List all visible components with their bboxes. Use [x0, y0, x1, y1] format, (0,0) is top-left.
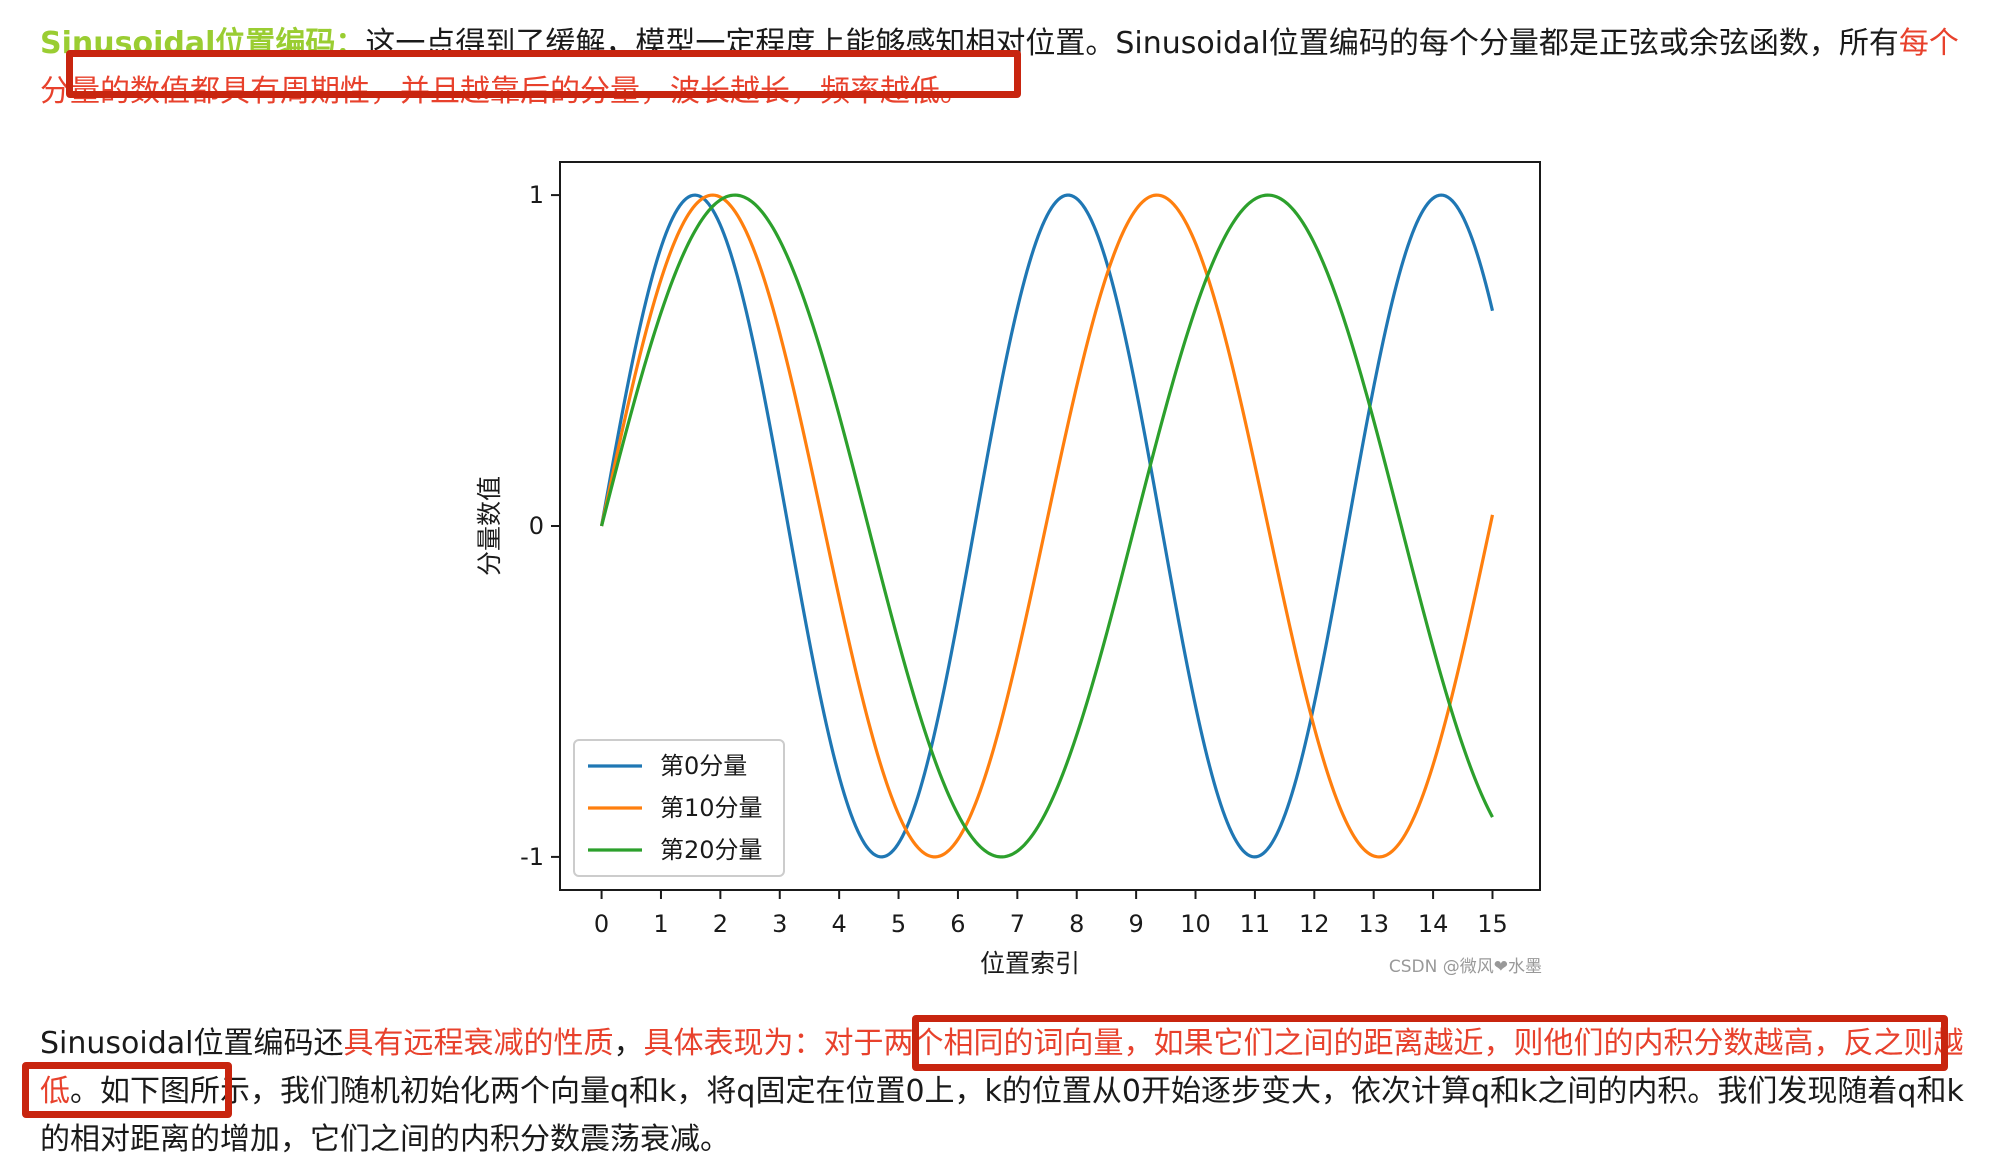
intro-paragraph: Sinusoidal位置编码：这一点得到了缓解，模型一定程度上能够感知相对位置。… [40, 20, 1970, 116]
x-tick-label: 0 [594, 910, 609, 938]
highlighted-text: 具体表现为：对于两个相同的词向量，如果它们之间的距离越近，则他们的内积分数越高，… [40, 1026, 1964, 1109]
x-tick-label: 6 [950, 910, 965, 938]
x-tick-label: 14 [1418, 910, 1449, 938]
watermark: CSDN @微风❤水墨 [1389, 957, 1542, 977]
x-tick-label: 7 [1010, 910, 1025, 938]
paragraph-text: Sinusoidal位置编码还 [40, 1026, 344, 1061]
series-line [600, 193, 1495, 859]
legend-label: 第0分量 [660, 752, 747, 780]
x-tick-label: 3 [772, 910, 787, 938]
x-tick-label: 15 [1477, 910, 1508, 938]
x-tick-label: 4 [832, 910, 847, 938]
x-tick-label: 11 [1240, 910, 1271, 938]
paragraph-text: 。如下图所示，我们随机初始化两个向量q和k，将q固定在位置0上，k的位置从0开始… [40, 1074, 1964, 1157]
series-line [600, 193, 1494, 859]
paragraph-text: ， [613, 1026, 644, 1061]
chart-figure: 0 1 2 3 4 5 6 7 8 9 10 11 12 13 14 15 1 0 -1 第0分量 第10分量 第20分… [440, 140, 1560, 1000]
x-axis-label: 位置索引 [980, 949, 1080, 978]
decay-paragraph: Sinusoidal位置编码还具有远程衰减的性质，具体表现为：对于两个相同的词向… [40, 1020, 1970, 1164]
paragraph-heading: Sinusoidal位置编码： [40, 26, 366, 61]
paragraph-text: 这一点得到了缓解，模型一定程度上能够感知相对位置。Sinusoidal位置编码的… [365, 26, 1899, 61]
legend-label: 第10分量 [660, 794, 763, 822]
x-tick-label: 5 [891, 910, 906, 938]
series-layer [600, 193, 1495, 859]
y-tick-label: 1 [529, 181, 544, 209]
x-tick-label: 12 [1299, 910, 1330, 938]
series-line [600, 193, 1495, 859]
x-tick-label: 8 [1069, 910, 1084, 938]
x-tick-label: 2 [713, 910, 728, 938]
y-tick-label: -1 [520, 843, 544, 871]
y-tick-label: 0 [529, 512, 544, 540]
legend-label: 第20分量 [660, 836, 763, 864]
x-tick-label: 1 [653, 910, 668, 938]
x-tick-label: 13 [1358, 910, 1389, 938]
y-axis-label: 分量数值 [475, 476, 504, 576]
highlighted-text: 具有远程衰减的性质 [343, 1026, 614, 1061]
x-tick-label: 9 [1128, 910, 1143, 938]
x-tick-label: 10 [1180, 910, 1211, 938]
legend-box [573, 739, 785, 877]
